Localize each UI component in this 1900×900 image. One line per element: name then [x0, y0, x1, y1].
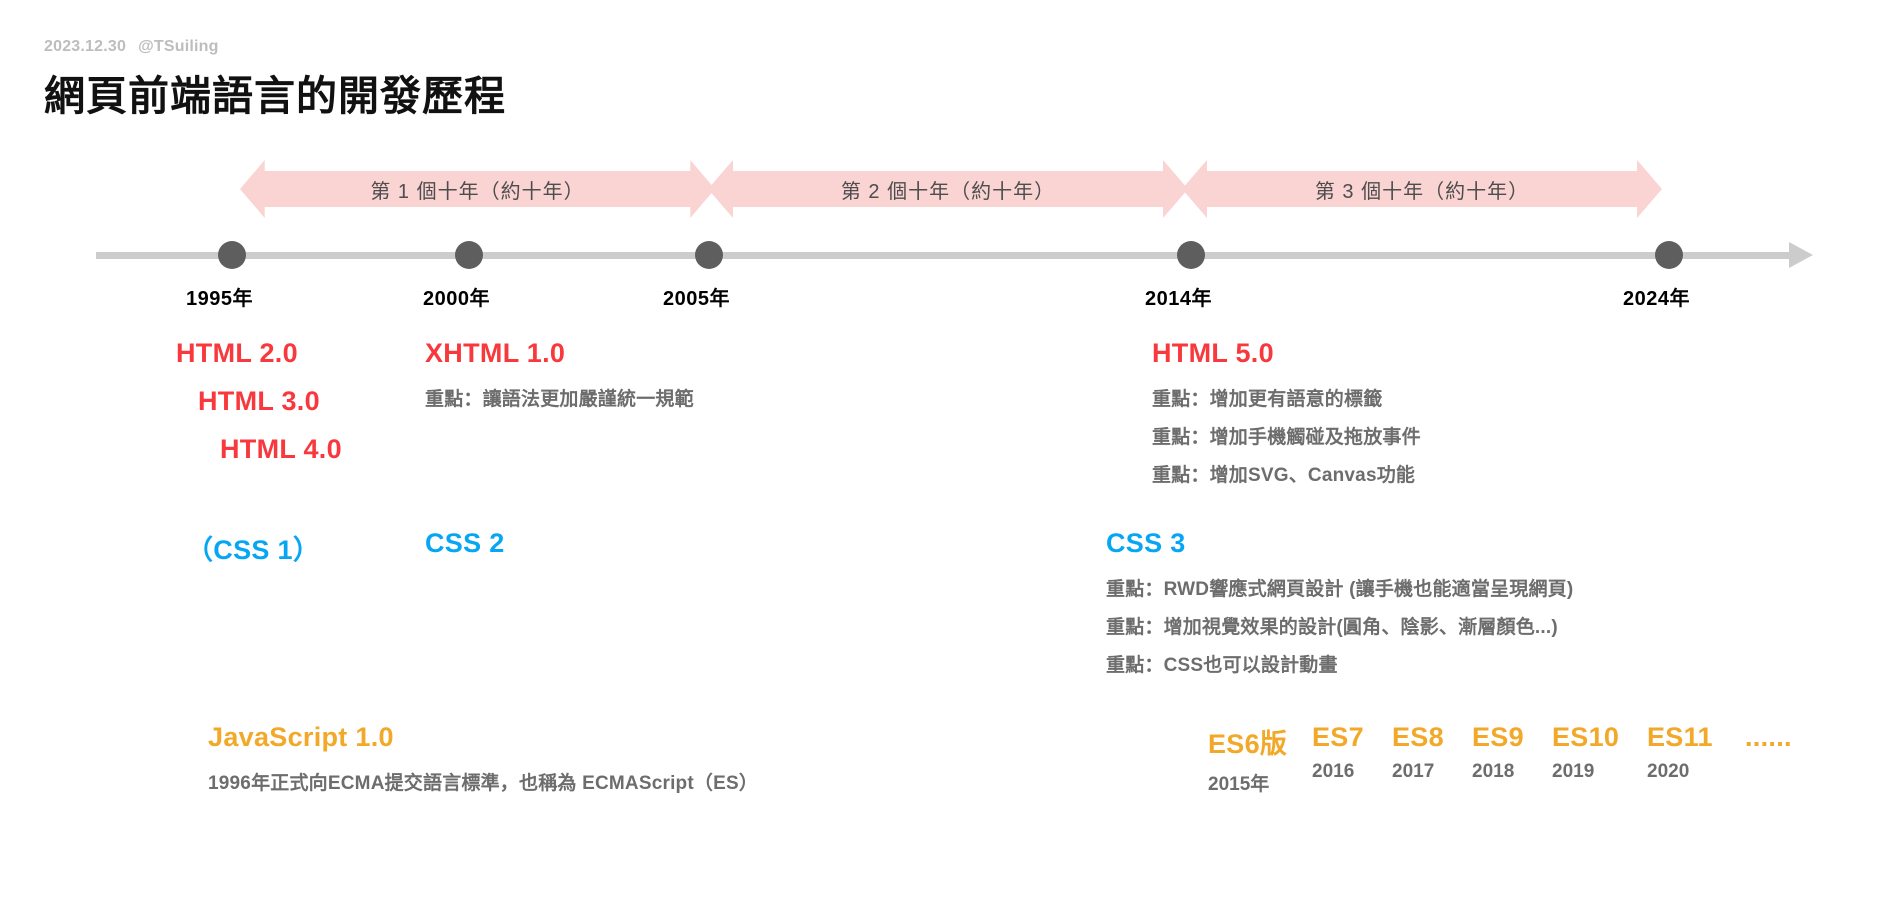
es-version-ellipsis: ......	[1745, 722, 1792, 752]
es-version-name: ES6版	[1208, 729, 1288, 759]
es-version-year: 2018	[1472, 761, 1515, 782]
html-version-2: HTML 2.0	[176, 338, 298, 368]
page-title: 網頁前端語言的開發歷程	[44, 73, 506, 119]
html5-title: HTML 5.0	[1152, 338, 1274, 368]
es-version-cell: ES9 2018	[1472, 722, 1552, 783]
css2-block: CSS 2	[425, 528, 505, 559]
timeline-arrow-head-icon	[1789, 242, 1813, 268]
css3-title: CSS 3	[1106, 528, 1186, 558]
html5-detail-2: 重點：增加手機觸碰及拖放事件	[1152, 427, 1421, 448]
html5-block: HTML 5.0 重點：增加更有語意的標籤 重點：增加手機觸碰及拖放事件 重點：…	[1152, 338, 1421, 495]
html5-detail-3: 重點：增加SVG、Canvas功能	[1152, 465, 1416, 486]
es-version-cell: ES6版 2015年	[1208, 722, 1312, 796]
author-handle: @TSuiling	[138, 38, 219, 55]
decade-label-2: 第 2 個十年（約十年）	[840, 180, 1056, 203]
timeline-dot-2005	[695, 241, 723, 269]
timeline-year-1995: 1995年	[186, 288, 253, 310]
es-versions-row: ES6版 2015年 ES7 2016 ES8 2017 ES9 2018 ES…	[1208, 722, 1835, 796]
xhtml-block: XHTML 1.0 重點：讓語法更加嚴謹統一規範	[425, 338, 694, 419]
es-version-cell: ES7 2016	[1312, 722, 1392, 783]
css1-block: （CSS 1）	[186, 528, 320, 567]
es-version-year: 2015年	[1208, 774, 1270, 795]
es-version-name: ES11	[1647, 722, 1713, 752]
es-version-name: ES10	[1552, 722, 1620, 752]
xhtml-title: XHTML 1.0	[425, 338, 566, 368]
timeline-dot-2000	[455, 241, 483, 269]
css3-block: CSS 3 重點：RWD響應式網頁設計 (讓手機也能適當呈現網頁) 重點：增加視…	[1106, 528, 1573, 685]
timeline-dot-2014	[1177, 241, 1205, 269]
es-version-name: ES9	[1472, 722, 1524, 752]
decade-arrow-3: 第 3 個十年（約十年）	[1182, 160, 1662, 218]
html-version-4: HTML 4.0	[220, 434, 342, 464]
decade-label-3: 第 3 個十年（約十年）	[1314, 180, 1530, 203]
es-version-year: 2020	[1647, 761, 1690, 782]
javascript-block: JavaScript 1.0 1996年正式向ECMA提交語言標準，也稱為 EC…	[208, 722, 758, 803]
timeline-dot-1995	[218, 241, 246, 269]
html-early-block: HTML 2.0 HTML 3.0 HTML 4.0	[176, 338, 426, 488]
css3-detail-2: 重點：增加視覺效果的設計(圓角、陰影、漸層顏色...)	[1106, 617, 1558, 638]
timeline-year-2014: 2014年	[1145, 288, 1212, 310]
es-version-year: 2016	[1312, 761, 1355, 782]
timeline-year-2000: 2000年	[423, 288, 490, 310]
decade-arrow-2: 第 2 個十年（約十年）	[708, 160, 1188, 218]
es-version-cell: ES8 2017	[1392, 722, 1472, 783]
publish-date: 2023.12.30	[44, 38, 127, 55]
html-version-3: HTML 3.0	[198, 386, 320, 416]
xhtml-detail-1: 重點：讓語法更加嚴謹統一規範	[425, 389, 694, 410]
css3-detail-3: 重點：CSS也可以設計動畫	[1106, 655, 1338, 676]
es-version-cell: ES10 2019	[1552, 722, 1647, 783]
javascript-detail-1: 1996年正式向ECMA提交語言標準，也稱為 ECMAScript（ES）	[208, 773, 759, 794]
es-version-cell: ES11 2020	[1647, 722, 1745, 783]
css3-detail-1: 重點：RWD響應式網頁設計 (讓手機也能適當呈現網頁)	[1106, 579, 1574, 600]
es-version-year: 2017	[1392, 761, 1435, 782]
decade-arrow-1: 第 1 個十年（約十年）	[240, 160, 715, 218]
javascript-title: JavaScript 1.0	[208, 722, 394, 752]
byline: 2023.12.30 @TSuiling	[44, 38, 219, 56]
timeline-dot-2024	[1655, 241, 1683, 269]
timeline-axis-line	[96, 252, 1796, 259]
css1-title: （CSS 1）	[186, 535, 321, 565]
css2-title: CSS 2	[425, 528, 505, 558]
html5-detail-1: 重點：增加更有語意的標籤	[1152, 389, 1383, 410]
es-version-cell: ......	[1745, 722, 1835, 761]
es-version-year: 2019	[1552, 761, 1595, 782]
es-version-name: ES8	[1392, 722, 1444, 752]
timeline-year-2024: 2024年	[1623, 288, 1690, 310]
es-version-name: ES7	[1312, 722, 1364, 752]
decade-label-1: 第 1 個十年（約十年）	[370, 180, 585, 203]
timeline-year-2005: 2005年	[663, 288, 730, 310]
